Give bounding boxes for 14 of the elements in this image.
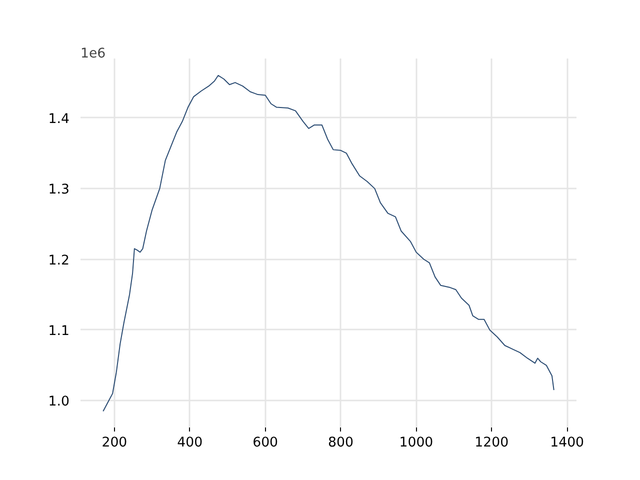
x-tick-label: 1200 — [474, 436, 509, 450]
y-tick-label: 1.1 — [48, 324, 70, 339]
x-tick-label: 800 — [328, 436, 354, 450]
x-tick-label: 600 — [252, 436, 278, 450]
y-tick-label: 1.3 — [48, 182, 70, 198]
y-tick-label: 1.4 — [48, 112, 70, 127]
x-tick-label: 200 — [102, 436, 128, 450]
x-tick-label: 1000 — [399, 436, 434, 450]
y-tick-label: 1.0 — [48, 394, 70, 410]
x-tick-label: 1400 — [550, 436, 584, 450]
annotation: 1e6 — [80, 46, 106, 62]
y-tick-label: 1.2 — [48, 253, 70, 268]
x-tick-label: 400 — [177, 436, 203, 450]
line-series — [102, 74, 554, 412]
